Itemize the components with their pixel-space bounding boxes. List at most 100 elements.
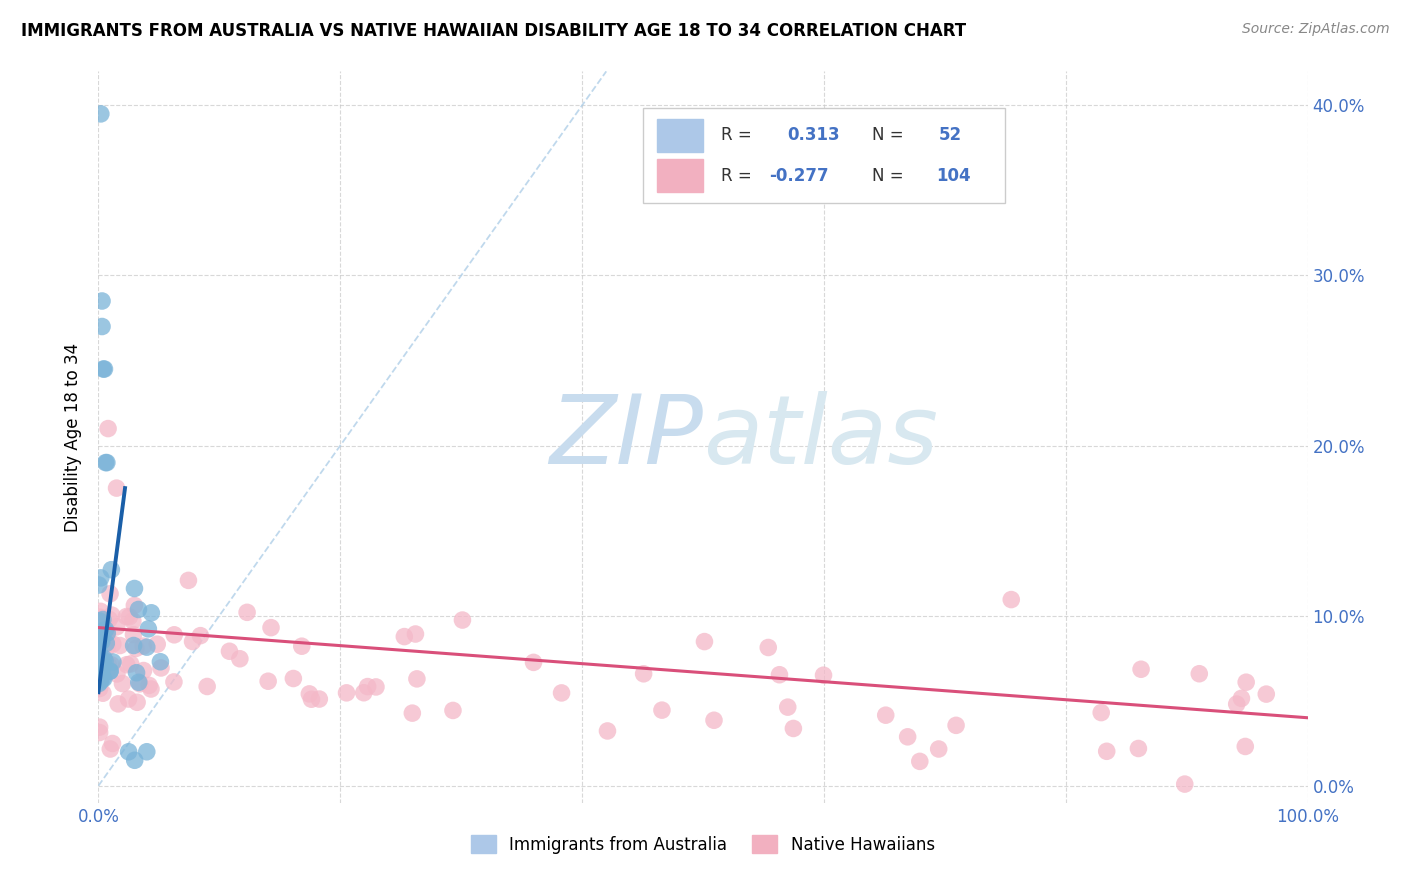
Point (98, 587, 121, 601)
Point (89, 635, 111, 649)
Point (776, 700, 799, 714)
Text: N =: N = (872, 126, 904, 144)
Text: atlas: atlas (703, 391, 938, 483)
Point (96, 625, 118, 640)
Point (190, 629, 212, 643)
Point (128, 675, 150, 690)
Point (105, 667, 128, 681)
Point (451, 613, 474, 627)
Point (90, 604, 112, 618)
Point (89, 725, 111, 739)
Point (125, 665, 148, 680)
Point (91, 362, 114, 376)
Point (89, 674, 111, 689)
Point (1188, 666, 1211, 681)
Point (1000, 592, 1022, 607)
Point (90, 634, 112, 648)
Point (163, 628, 186, 642)
Text: 0.313: 0.313 (787, 126, 841, 144)
Point (90, 658, 112, 673)
Point (89, 625, 111, 640)
FancyBboxPatch shape (657, 159, 703, 192)
Point (90, 671, 112, 685)
Point (928, 742, 950, 756)
Point (945, 718, 967, 732)
Point (218, 644, 240, 658)
Point (89, 651, 111, 665)
Point (96, 628, 118, 642)
Point (283, 672, 305, 686)
Point (139, 681, 162, 696)
Point (108, 639, 131, 653)
Point (1128, 741, 1150, 756)
Point (394, 630, 416, 644)
Point (90, 665, 112, 679)
Point (91, 613, 114, 627)
Point (97, 657, 120, 672)
Point (96, 664, 118, 678)
Point (98, 664, 121, 678)
Point (364, 680, 387, 694)
Point (1256, 687, 1278, 701)
Point (1095, 744, 1118, 758)
Point (301, 692, 323, 706)
Point (91, 293, 114, 308)
Point (105, 481, 128, 495)
Point (93, 651, 115, 665)
Point (1090, 706, 1112, 720)
Point (356, 680, 378, 694)
Point (236, 605, 259, 619)
Point (115, 609, 138, 624)
Text: ZIP: ZIP (550, 391, 703, 483)
Point (1226, 697, 1249, 711)
Point (96, 640, 118, 655)
Point (98, 664, 121, 678)
Point (150, 661, 173, 675)
Point (90, 660, 112, 674)
Text: R =: R = (721, 167, 752, 185)
Point (146, 637, 169, 651)
Point (124, 582, 146, 596)
Point (91, 672, 114, 686)
Point (89, 664, 111, 678)
Point (260, 621, 283, 635)
Point (111, 676, 134, 690)
Point (101, 608, 124, 623)
Point (138, 622, 160, 636)
Point (1130, 662, 1153, 676)
Point (89, 671, 111, 685)
Point (100, 563, 122, 577)
Point (195, 680, 218, 694)
Point (177, 574, 200, 588)
Point (101, 637, 124, 651)
Point (94, 456, 117, 470)
Point (96, 631, 118, 645)
Text: 52: 52 (939, 126, 962, 144)
Point (124, 753, 146, 767)
Point (125, 641, 148, 656)
FancyBboxPatch shape (643, 108, 1005, 203)
Point (91, 686, 114, 700)
Point (1174, 777, 1197, 791)
Point (97, 421, 120, 435)
Y-axis label: Disability Age 18 to 34: Disability Age 18 to 34 (65, 343, 83, 532)
Point (1234, 739, 1257, 754)
Point (138, 678, 160, 692)
Text: IMMIGRANTS FROM AUSTRALIA VS NATIVE HAWAIIAN DISABILITY AGE 18 TO 34 CORRELATION: IMMIGRANTS FROM AUSTRALIA VS NATIVE HAWA… (21, 22, 966, 40)
Text: N =: N = (872, 167, 904, 185)
Point (89, 614, 111, 628)
Point (90, 571, 112, 585)
Point (118, 609, 141, 624)
Point (117, 692, 139, 706)
Point (522, 656, 544, 670)
Point (353, 686, 375, 700)
Point (132, 664, 155, 678)
Point (308, 692, 330, 706)
Point (756, 640, 779, 655)
Point (87, 656, 110, 670)
Point (768, 667, 790, 681)
Point (101, 655, 124, 669)
Point (651, 703, 673, 717)
Point (118, 745, 141, 759)
Point (89, 610, 111, 624)
